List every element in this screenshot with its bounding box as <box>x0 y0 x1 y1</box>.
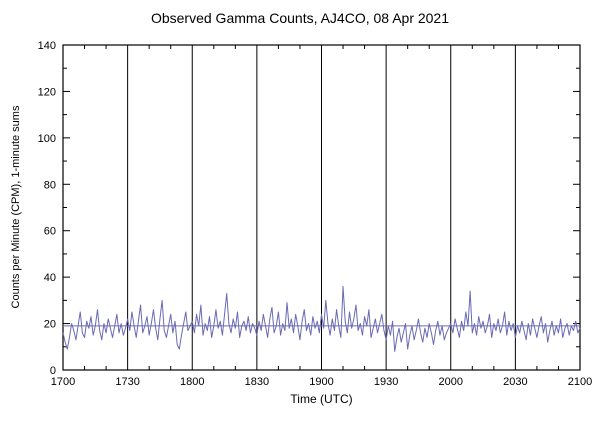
x-tick-label: 1930 <box>374 376 398 388</box>
x-tick-label: 1830 <box>245 376 269 388</box>
x-tick-label: 1700 <box>51 376 75 388</box>
chart-title: Observed Gamma Counts, AJ4CO, 08 Apr 202… <box>150 10 450 26</box>
x-tick-label: 2000 <box>439 376 463 388</box>
y-tick-label: 100 <box>38 133 56 145</box>
y-tick-label: 60 <box>44 226 56 238</box>
gamma-counts-series <box>62 285 581 352</box>
x-tick-label: 2030 <box>503 376 527 388</box>
x-axis-label: Time (UTC) <box>290 392 353 406</box>
x-tick-label: 1800 <box>180 376 204 388</box>
x-tick-label: 2100 <box>568 376 592 388</box>
y-tick-label: 0 <box>50 365 56 377</box>
y-tick-label: 40 <box>44 272 56 284</box>
y-tick-label: 80 <box>44 179 56 191</box>
x-tick-label: 1730 <box>115 376 139 388</box>
y-tick-label: 120 <box>38 86 56 98</box>
y-tick-label: 20 <box>44 319 56 331</box>
y-tick-label: 140 <box>38 40 56 52</box>
x-tick-label: 1900 <box>309 376 333 388</box>
plot-border <box>62 44 581 371</box>
